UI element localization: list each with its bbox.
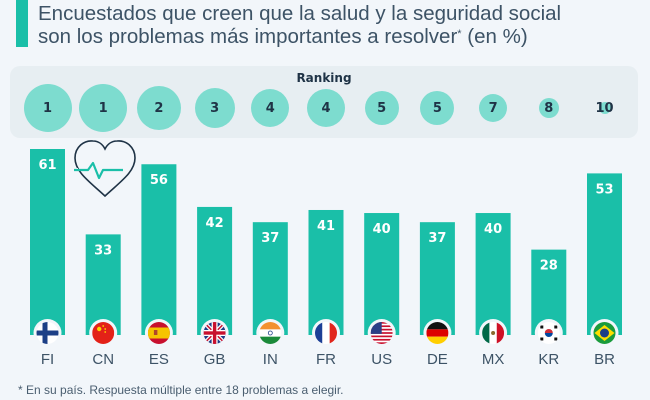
- bar-value-label: 28: [540, 259, 558, 274]
- rank-circle: 1: [79, 84, 128, 132]
- bar-group-in: 37 IN: [252, 222, 288, 368]
- bar-value-label: 41: [317, 219, 335, 234]
- footnote: * En su país. Respuesta múltiple entre 1…: [18, 383, 344, 397]
- korea-flag-icon: [537, 322, 560, 344]
- bar-group-kr: 28 KR: [531, 249, 567, 368]
- chart-title: Encuestados que creen que la salud y la …: [38, 2, 638, 48]
- bar-value-label: 37: [428, 231, 446, 246]
- finland-flag-icon: [36, 322, 59, 344]
- heart-pulse-icon: [70, 140, 136, 198]
- rank-value: 7: [488, 100, 498, 116]
- category-label: BR: [594, 351, 615, 368]
- india-flag-icon: [259, 322, 282, 344]
- rank-circle: 5: [364, 91, 399, 125]
- bar-group-cn: 33 CN: [85, 234, 121, 368]
- france-flag-icon: [315, 322, 337, 344]
- bar-group-fi: 61 FI: [30, 149, 65, 368]
- rank-value: 2: [154, 100, 164, 116]
- bar-value-label: 42: [206, 216, 224, 231]
- bar: [308, 209, 344, 335]
- rank-value: 5: [377, 100, 387, 116]
- category-label: FI: [41, 351, 54, 368]
- rank-circle: 2: [136, 86, 181, 130]
- title-line-2: son los problemas más importantes a reso…: [38, 25, 458, 48]
- bar-value-label: 56: [150, 173, 168, 188]
- bar: [587, 173, 622, 335]
- ranking-panel: Ranking 1 1 2 3 4 4 5 5 7 8 10: [10, 66, 638, 138]
- spain-flag-icon: [147, 322, 170, 344]
- bar: [419, 222, 455, 335]
- bar-group-gb: 42 GB: [197, 206, 233, 368]
- title-asterisk: *: [457, 28, 462, 40]
- bar-group-us: 40 US: [364, 213, 400, 368]
- bar-value-label: 33: [94, 243, 112, 258]
- bar: [197, 206, 233, 335]
- bar-value-label: 61: [38, 158, 56, 173]
- rank-circle: 4: [251, 89, 290, 127]
- ranking-label: Ranking: [296, 71, 352, 85]
- bar-group-de: 37 DE: [419, 222, 455, 368]
- category-label: US: [371, 351, 392, 368]
- china-flag-icon: [92, 322, 115, 344]
- rank-circle: 4: [307, 89, 345, 127]
- uk-flag-icon: [203, 322, 226, 344]
- rank-value: 8: [544, 100, 554, 116]
- bar: [475, 213, 511, 335]
- usa-flag-icon: [370, 322, 393, 344]
- category-label: KR: [538, 351, 559, 368]
- bar: [252, 222, 288, 335]
- bar: [85, 234, 121, 335]
- bar-group-mx: 40 MX: [475, 213, 511, 368]
- rank-value: 3: [210, 100, 220, 116]
- title-line-1: Encuestados que creen que la salud y la …: [38, 2, 562, 25]
- bar: [364, 213, 400, 335]
- rank-circle: 10: [595, 101, 613, 116]
- title-suffix: (en %): [461, 25, 528, 48]
- bar: [30, 149, 65, 335]
- rank-value: 1: [42, 100, 53, 116]
- rank-value: 4: [321, 100, 331, 116]
- bar-value-label: 40: [373, 222, 391, 237]
- title-accent-bar: [16, 0, 28, 47]
- mexico-flag-icon: [482, 322, 505, 344]
- category-label: DE: [427, 351, 448, 368]
- category-label: CN: [92, 351, 114, 368]
- rank-value: 5: [432, 100, 442, 116]
- bar-value-label: 53: [595, 182, 613, 197]
- bar-chart: 61 FI 33 CN 56 ES 42 GB 37 IN 41 FR 40 US 37 DE 40 MX 28 KR…: [30, 140, 622, 368]
- rank-value: 10: [595, 100, 614, 116]
- rank-circle: 3: [194, 88, 235, 128]
- bar-value-label: 40: [484, 222, 502, 237]
- rank-circle: 8: [538, 98, 559, 118]
- rank-value: 4: [265, 100, 275, 116]
- germany-flag-icon: [426, 322, 449, 344]
- category-label: FR: [316, 351, 336, 368]
- bar-group-fr: 41 FR: [308, 209, 344, 368]
- rank-circle: 1: [23, 84, 72, 132]
- rank-circle: 7: [479, 94, 508, 122]
- bar-value-label: 37: [261, 231, 279, 246]
- category-label: MX: [482, 351, 505, 368]
- category-label: GB: [204, 351, 226, 368]
- bar-group-br: 53 BR: [587, 173, 622, 368]
- rank-circle: 5: [420, 91, 455, 125]
- bar: [141, 164, 177, 335]
- category-label: ES: [149, 351, 169, 368]
- category-label: IN: [263, 351, 278, 368]
- bar-group-es: 56 ES: [141, 164, 177, 368]
- brazil-flag-icon: [593, 322, 616, 344]
- rank-value: 1: [98, 100, 108, 116]
